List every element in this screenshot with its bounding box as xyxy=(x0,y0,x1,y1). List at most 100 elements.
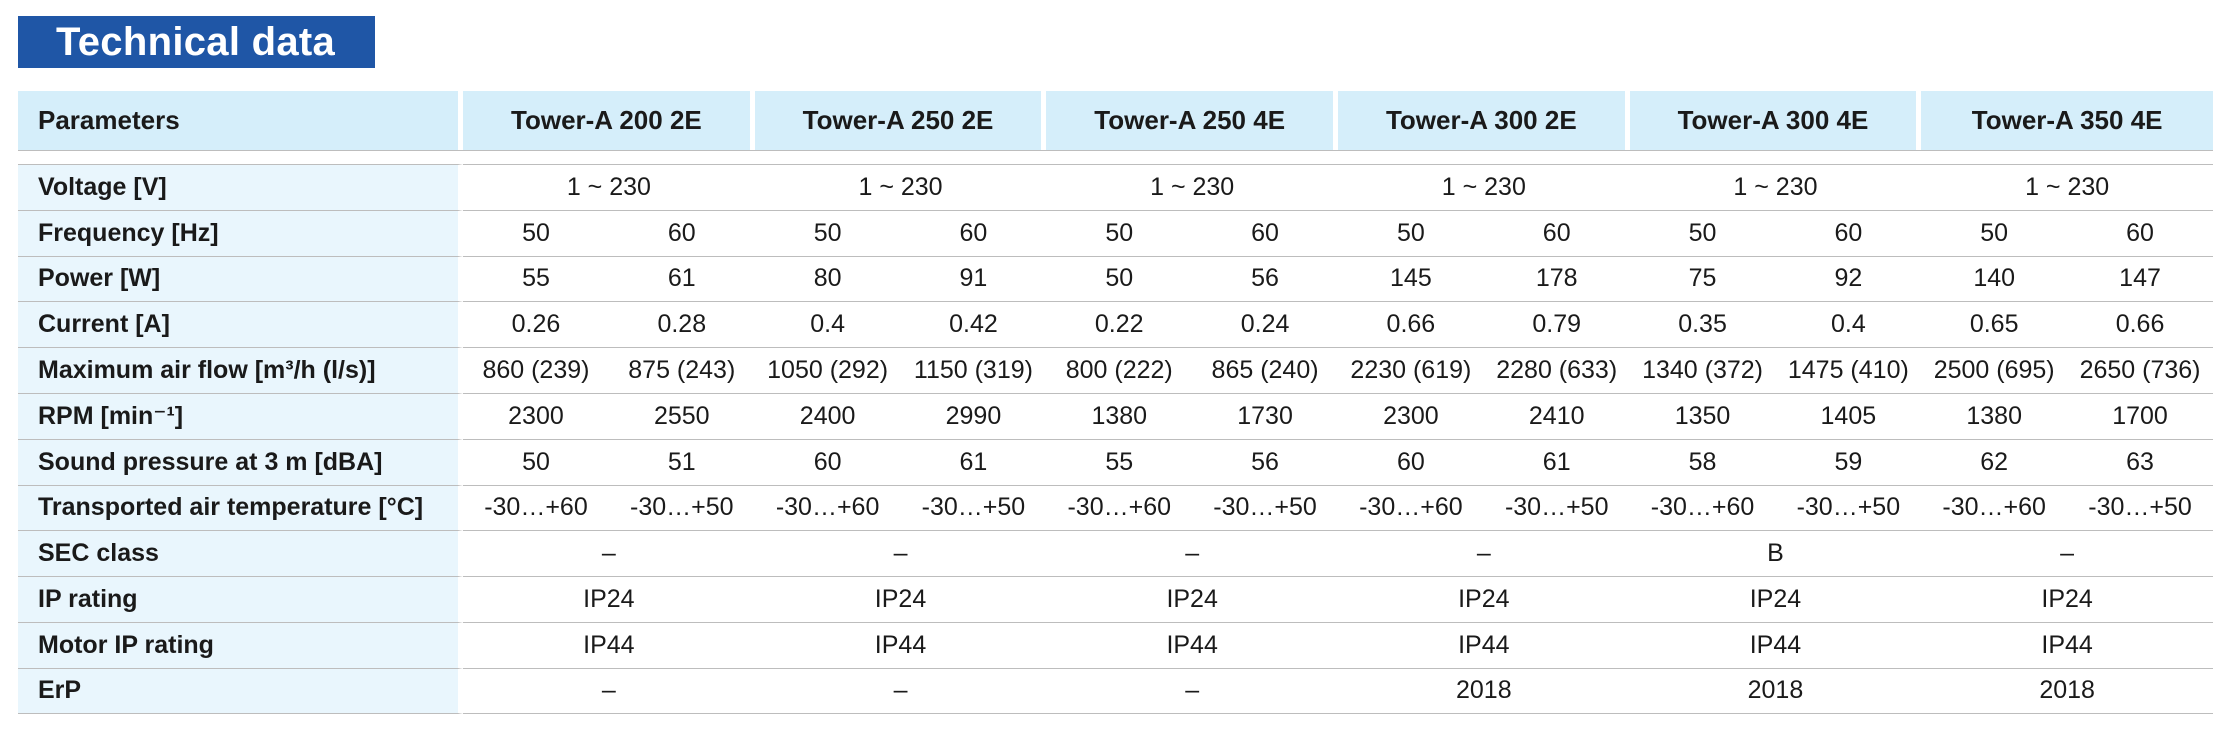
table-cell: B xyxy=(1629,530,1922,576)
spacer-row xyxy=(18,150,2213,164)
table-cell: 75 xyxy=(1629,255,1776,302)
table-cell: 60 xyxy=(900,209,1047,256)
technical-data-table: Parameters Tower-A 200 2E Tower-A 250 2E… xyxy=(18,91,2213,714)
table-cell: 50 xyxy=(463,438,609,485)
table-cell: IP24 xyxy=(1337,576,1630,622)
table-cell: 60 xyxy=(754,438,901,485)
table-cell: – xyxy=(754,530,1047,576)
table-cell: 0.35 xyxy=(1629,301,1776,347)
table-cell: 2230 (619) xyxy=(1337,347,1484,393)
table-cell: 2300 xyxy=(1337,392,1484,439)
table-cell: 865 (240) xyxy=(1192,347,1338,393)
row-label: ErP xyxy=(18,667,464,714)
table-cell: 51 xyxy=(608,438,755,485)
table-cell: 1730 xyxy=(1192,392,1338,439)
table-cell: 0.66 xyxy=(1337,301,1484,347)
table-cell: 0.22 xyxy=(1046,301,1193,347)
table-row-sec-class: SEC class – – – – B – xyxy=(18,530,2213,577)
table-cell: 50 xyxy=(754,209,901,256)
table-cell: 50 xyxy=(1629,209,1776,256)
table-cell: 56 xyxy=(1192,255,1338,302)
table-cell: 0.26 xyxy=(463,301,609,347)
table-cell: – xyxy=(463,530,755,576)
table-cell: -30…+50 xyxy=(608,484,755,531)
table-cell: 50 xyxy=(1046,255,1193,302)
section-title: Technical data xyxy=(18,16,375,68)
row-label: Frequency [Hz] xyxy=(18,209,464,256)
table-cell: – xyxy=(1337,530,1630,576)
table-row-ip-rating: IP rating IP24 IP24 IP24 IP24 IP24 IP24 xyxy=(18,576,2213,622)
table-cell: 91 xyxy=(900,255,1047,302)
row-label: IP rating xyxy=(18,576,464,622)
table-cell: 800 (222) xyxy=(1046,347,1193,393)
table-cell: 178 xyxy=(1483,255,1630,302)
model-header: Tower-A 300 4E xyxy=(1629,91,1922,150)
table-cell: 145 xyxy=(1337,255,1484,302)
row-label: Voltage [V] xyxy=(18,164,464,210)
table-cell: IP44 xyxy=(1921,621,2213,668)
table-cell: 2990 xyxy=(900,392,1047,439)
table-cell: -30…+50 xyxy=(900,484,1047,531)
table-cell: 60 xyxy=(608,209,755,256)
row-label: Sound pressure at 3 m [dBA] xyxy=(18,438,464,485)
table-cell: -30…+60 xyxy=(1337,484,1484,531)
table-cell: 1380 xyxy=(1921,392,2068,439)
table-cell: 92 xyxy=(1775,255,1922,302)
table-cell: 1340 (372) xyxy=(1629,347,1776,393)
table-cell: – xyxy=(1921,530,2213,576)
table-cell: 2650 (736) xyxy=(2067,347,2213,393)
table-cell: 0.4 xyxy=(1775,301,1922,347)
table-cell: 1 ~ 230 xyxy=(1629,164,1922,210)
table-cell: IP24 xyxy=(754,576,1047,622)
row-label: SEC class xyxy=(18,530,464,577)
table-cell: 147 xyxy=(2067,255,2213,302)
table-cell: 60 xyxy=(1483,209,1630,256)
table-cell: 50 xyxy=(1046,209,1193,256)
table-row-current: Current [A] 0.26 0.28 0.4 0.42 0.22 0.24… xyxy=(18,301,2213,348)
table-cell: -30…+50 xyxy=(1483,484,1630,531)
table-cell: IP44 xyxy=(1337,621,1630,668)
model-header: Tower-A 350 4E xyxy=(1921,91,2213,150)
table-row-erp: ErP – – – 2018 2018 2018 xyxy=(18,667,2213,714)
table-cell: 50 xyxy=(1337,209,1484,256)
table-cell: 875 (243) xyxy=(608,347,755,393)
table-cell: 55 xyxy=(463,255,609,302)
table-cell: -30…+60 xyxy=(1921,484,2068,531)
table-row-air-flow: Maximum air flow [m³/h (l/s)] 860 (239) … xyxy=(18,347,2213,393)
parameters-header: Parameters xyxy=(18,91,464,150)
table-cell: 0.28 xyxy=(608,301,755,347)
table-cell: -30…+60 xyxy=(1629,484,1776,531)
table-cell: 61 xyxy=(900,438,1047,485)
table-cell: 0.4 xyxy=(754,301,901,347)
table-cell: 0.66 xyxy=(2067,301,2213,347)
table-cell: 1 ~ 230 xyxy=(1337,164,1630,210)
table-cell: 60 xyxy=(1337,438,1484,485)
table-row-power: Power [W] 55 61 80 91 50 56 145 178 75 9… xyxy=(18,255,2213,302)
table-cell: 61 xyxy=(1483,438,1630,485)
table-cell: 1 ~ 230 xyxy=(754,164,1047,210)
table-cell: 2400 xyxy=(754,392,901,439)
table-cell: 1475 (410) xyxy=(1775,347,1922,393)
table-cell: – xyxy=(463,667,755,714)
table-cell: 59 xyxy=(1775,438,1922,485)
table-cell: 860 (239) xyxy=(463,347,609,393)
row-label: Motor IP rating xyxy=(18,621,464,668)
table-cell: 0.24 xyxy=(1192,301,1338,347)
table-cell: 2500 (695) xyxy=(1921,347,2068,393)
model-header: Tower-A 300 2E xyxy=(1337,91,1630,150)
table-row-motor-ip-rating: Motor IP rating IP44 IP44 IP44 IP44 IP44… xyxy=(18,621,2213,668)
table-cell: 58 xyxy=(1629,438,1776,485)
table-cell: 1350 xyxy=(1629,392,1776,439)
table-header-row: Parameters Tower-A 200 2E Tower-A 250 2E… xyxy=(18,91,2213,150)
table-cell: 0.65 xyxy=(1921,301,2068,347)
table-cell: IP24 xyxy=(1046,576,1338,622)
table-row-frequency: Frequency [Hz] 50 60 50 60 50 60 50 60 5… xyxy=(18,209,2213,256)
table-cell: 1700 xyxy=(2067,392,2213,439)
table-cell: 2018 xyxy=(1921,667,2213,714)
table-cell: 60 xyxy=(1192,209,1338,256)
table-cell: 60 xyxy=(1775,209,1922,256)
table-cell: 2018 xyxy=(1629,667,1922,714)
row-label: Transported air temperature [°C] xyxy=(18,484,464,531)
table-cell: – xyxy=(1046,530,1338,576)
table-cell: 2410 xyxy=(1483,392,1630,439)
